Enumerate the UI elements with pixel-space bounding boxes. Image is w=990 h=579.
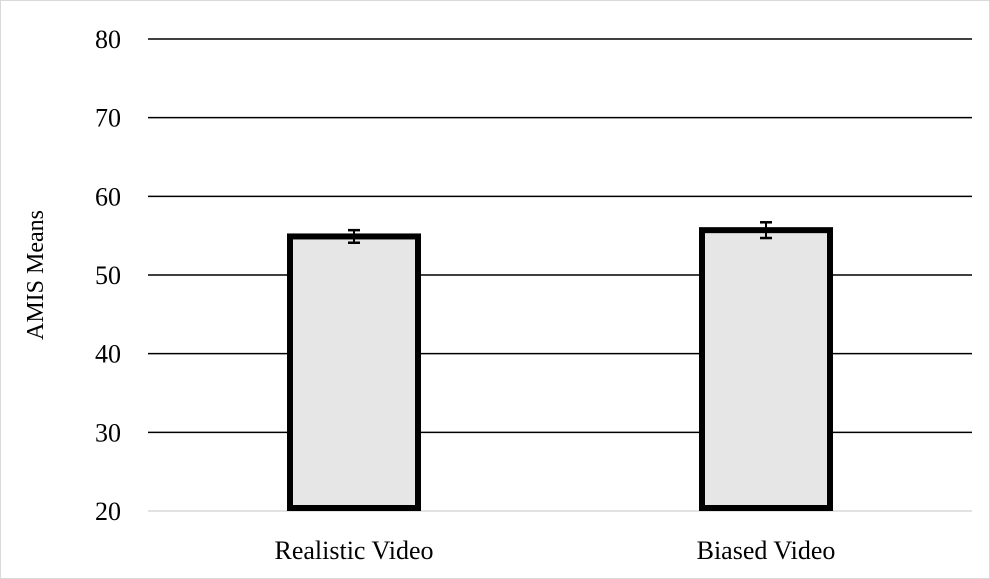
x-axis-categories: Realistic Video Biased Video: [275, 536, 836, 565]
bars: [287, 227, 833, 511]
bar: [287, 233, 421, 511]
error-bars: [348, 221, 772, 244]
y-tick-label: 20: [95, 497, 121, 526]
y-axis-ticks: 20 30 40 50 60 70 80: [95, 25, 121, 526]
bar: [699, 227, 833, 511]
y-tick-label: 30: [95, 418, 121, 447]
y-tick-label: 80: [95, 25, 121, 54]
gridlines: [148, 38, 972, 512]
x-category-label: Biased Video: [697, 536, 836, 565]
y-tick-label: 70: [95, 104, 121, 133]
y-tick-label: 40: [95, 340, 121, 369]
error-bar: [348, 228, 360, 244]
y-tick-label: 60: [95, 182, 121, 211]
y-axis-title: AMIS Means: [23, 210, 49, 340]
x-category-label: Realistic Video: [275, 536, 434, 565]
error-bar: [760, 221, 772, 240]
y-tick-label: 50: [95, 261, 121, 290]
